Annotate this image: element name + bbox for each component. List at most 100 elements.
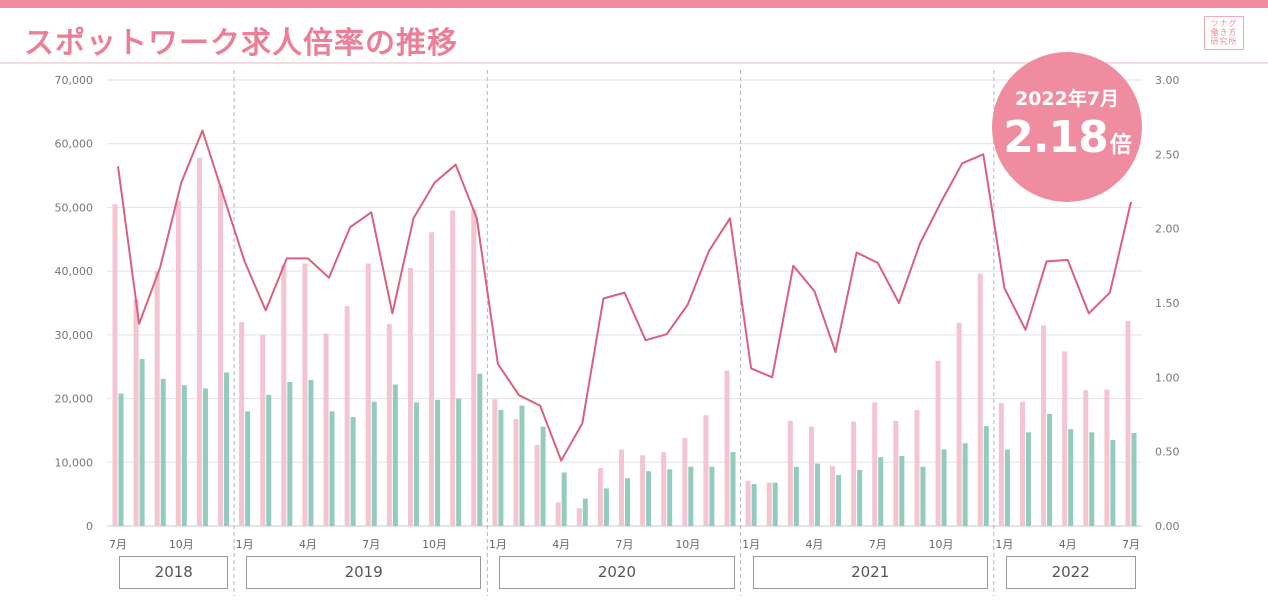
bar-green — [498, 410, 504, 526]
bar-pink — [196, 157, 202, 526]
x-axis-tick-label: 10月 — [169, 538, 194, 551]
x-axis-tick-label: 1月 — [995, 538, 1013, 551]
bar-green — [519, 405, 525, 526]
badge-unit: 倍 — [1109, 133, 1132, 158]
bar-pink — [998, 403, 1004, 526]
bar-pink — [956, 322, 962, 526]
bar-green — [1025, 432, 1031, 526]
x-axis-tick-label: 10月 — [929, 538, 954, 551]
bar-pink — [513, 418, 519, 526]
bar-green — [392, 384, 398, 526]
bar-pink — [260, 334, 266, 526]
left-axis-tick-label: 60,000 — [55, 138, 94, 151]
bar-pink — [386, 324, 392, 526]
bar-green — [814, 463, 820, 526]
bar-pink — [682, 438, 688, 526]
left-axis-tick-label: 40,000 — [55, 265, 94, 278]
bar-green — [224, 372, 230, 526]
badge-value: 2.18 — [1003, 112, 1109, 163]
bar-green — [688, 466, 694, 526]
bar-green — [730, 452, 736, 526]
bar-pink — [344, 306, 350, 526]
logo-line-2: 働き方 — [1210, 28, 1238, 37]
bar-pink — [661, 452, 667, 526]
x-axis-tick-label: 4月 — [805, 538, 823, 551]
bar-green — [772, 482, 778, 526]
bar-pink — [429, 232, 435, 526]
left-axis-tick-label: 30,000 — [55, 329, 94, 342]
bar-green — [266, 394, 272, 526]
bar-green — [139, 359, 145, 526]
bar-green — [983, 425, 989, 526]
badge-value-row: 2.18倍 — [992, 112, 1142, 163]
bar-pink — [492, 399, 498, 526]
bar-green — [941, 449, 947, 526]
right-axis-tick-label: 0.00 — [1155, 520, 1180, 533]
bar-green — [1131, 432, 1137, 526]
bar-green — [646, 471, 652, 526]
bar-green — [413, 402, 419, 526]
ratio-line — [117, 129, 1132, 462]
bar-green — [350, 417, 356, 526]
bar-pink — [977, 273, 983, 526]
bar-pink — [766, 482, 772, 526]
bar-green — [582, 498, 588, 526]
year-label-2019: 2019 — [246, 556, 482, 589]
bar-green — [751, 483, 757, 526]
x-axis-tick-label: 1月 — [489, 538, 507, 551]
bar-pink — [471, 209, 477, 526]
bar-green — [625, 478, 630, 526]
x-axis-tick-label: 4月 — [299, 538, 317, 551]
bar-green — [1047, 413, 1053, 526]
right-axis-tick-label: 2.00 — [1155, 223, 1180, 236]
bar-pink — [935, 360, 941, 526]
x-axis-tick-label: 7月 — [869, 538, 887, 551]
logo-line-3: 研究所 — [1210, 37, 1238, 46]
bar-pink — [597, 468, 603, 526]
bar-pink — [302, 263, 308, 526]
bar-green — [245, 411, 251, 526]
bar-pink — [154, 271, 160, 526]
bar-green — [181, 385, 187, 526]
bar-green — [160, 378, 166, 526]
logo-line-1: ツナグ — [1210, 19, 1238, 28]
title-divider — [0, 62, 1268, 64]
right-axis-tick-label: 0.50 — [1155, 446, 1180, 459]
bar-green — [329, 411, 335, 526]
bar-pink — [175, 201, 181, 527]
bar-pink — [323, 333, 329, 526]
left-axis-tick-label: 50,000 — [55, 201, 94, 214]
x-axis-tick-label: 7月 — [1122, 538, 1140, 551]
bar-pink — [365, 263, 371, 526]
year-label-2018: 2018 — [119, 556, 229, 589]
bar-green — [603, 488, 609, 526]
x-axis-tick-label: 7月 — [109, 538, 127, 551]
bar-pink — [281, 264, 287, 526]
year-label-2020: 2020 — [499, 556, 735, 589]
page-title: スポットワーク求人倍率の推移 — [24, 26, 458, 61]
bar-green — [1068, 429, 1074, 526]
right-axis-tick-label: 2.50 — [1155, 148, 1180, 161]
bar-pink — [893, 420, 899, 526]
bar-green — [477, 373, 483, 526]
bar-pink — [703, 415, 709, 526]
bar-green — [287, 382, 293, 526]
bar-green — [118, 393, 124, 526]
x-axis-tick-label: 4月 — [552, 538, 570, 551]
bar-pink — [407, 267, 413, 526]
bar-pink — [450, 210, 456, 526]
badge-date: 2022年7月 — [1014, 88, 1120, 110]
bar-green — [1089, 432, 1095, 526]
x-axis-tick-label: 7月 — [616, 538, 634, 551]
bar-pink — [1083, 390, 1089, 526]
bar-pink — [808, 426, 814, 526]
bar-green — [371, 401, 377, 526]
bar-pink — [1041, 325, 1047, 526]
x-axis-tick-label: 4月 — [1059, 538, 1077, 551]
bar-green — [962, 443, 968, 526]
x-axis-tick-label: 10月 — [675, 538, 700, 551]
bar-green — [308, 380, 314, 526]
x-axis-tick-label: 1月 — [742, 538, 760, 551]
x-axis-tick-label: 10月 — [422, 538, 447, 551]
